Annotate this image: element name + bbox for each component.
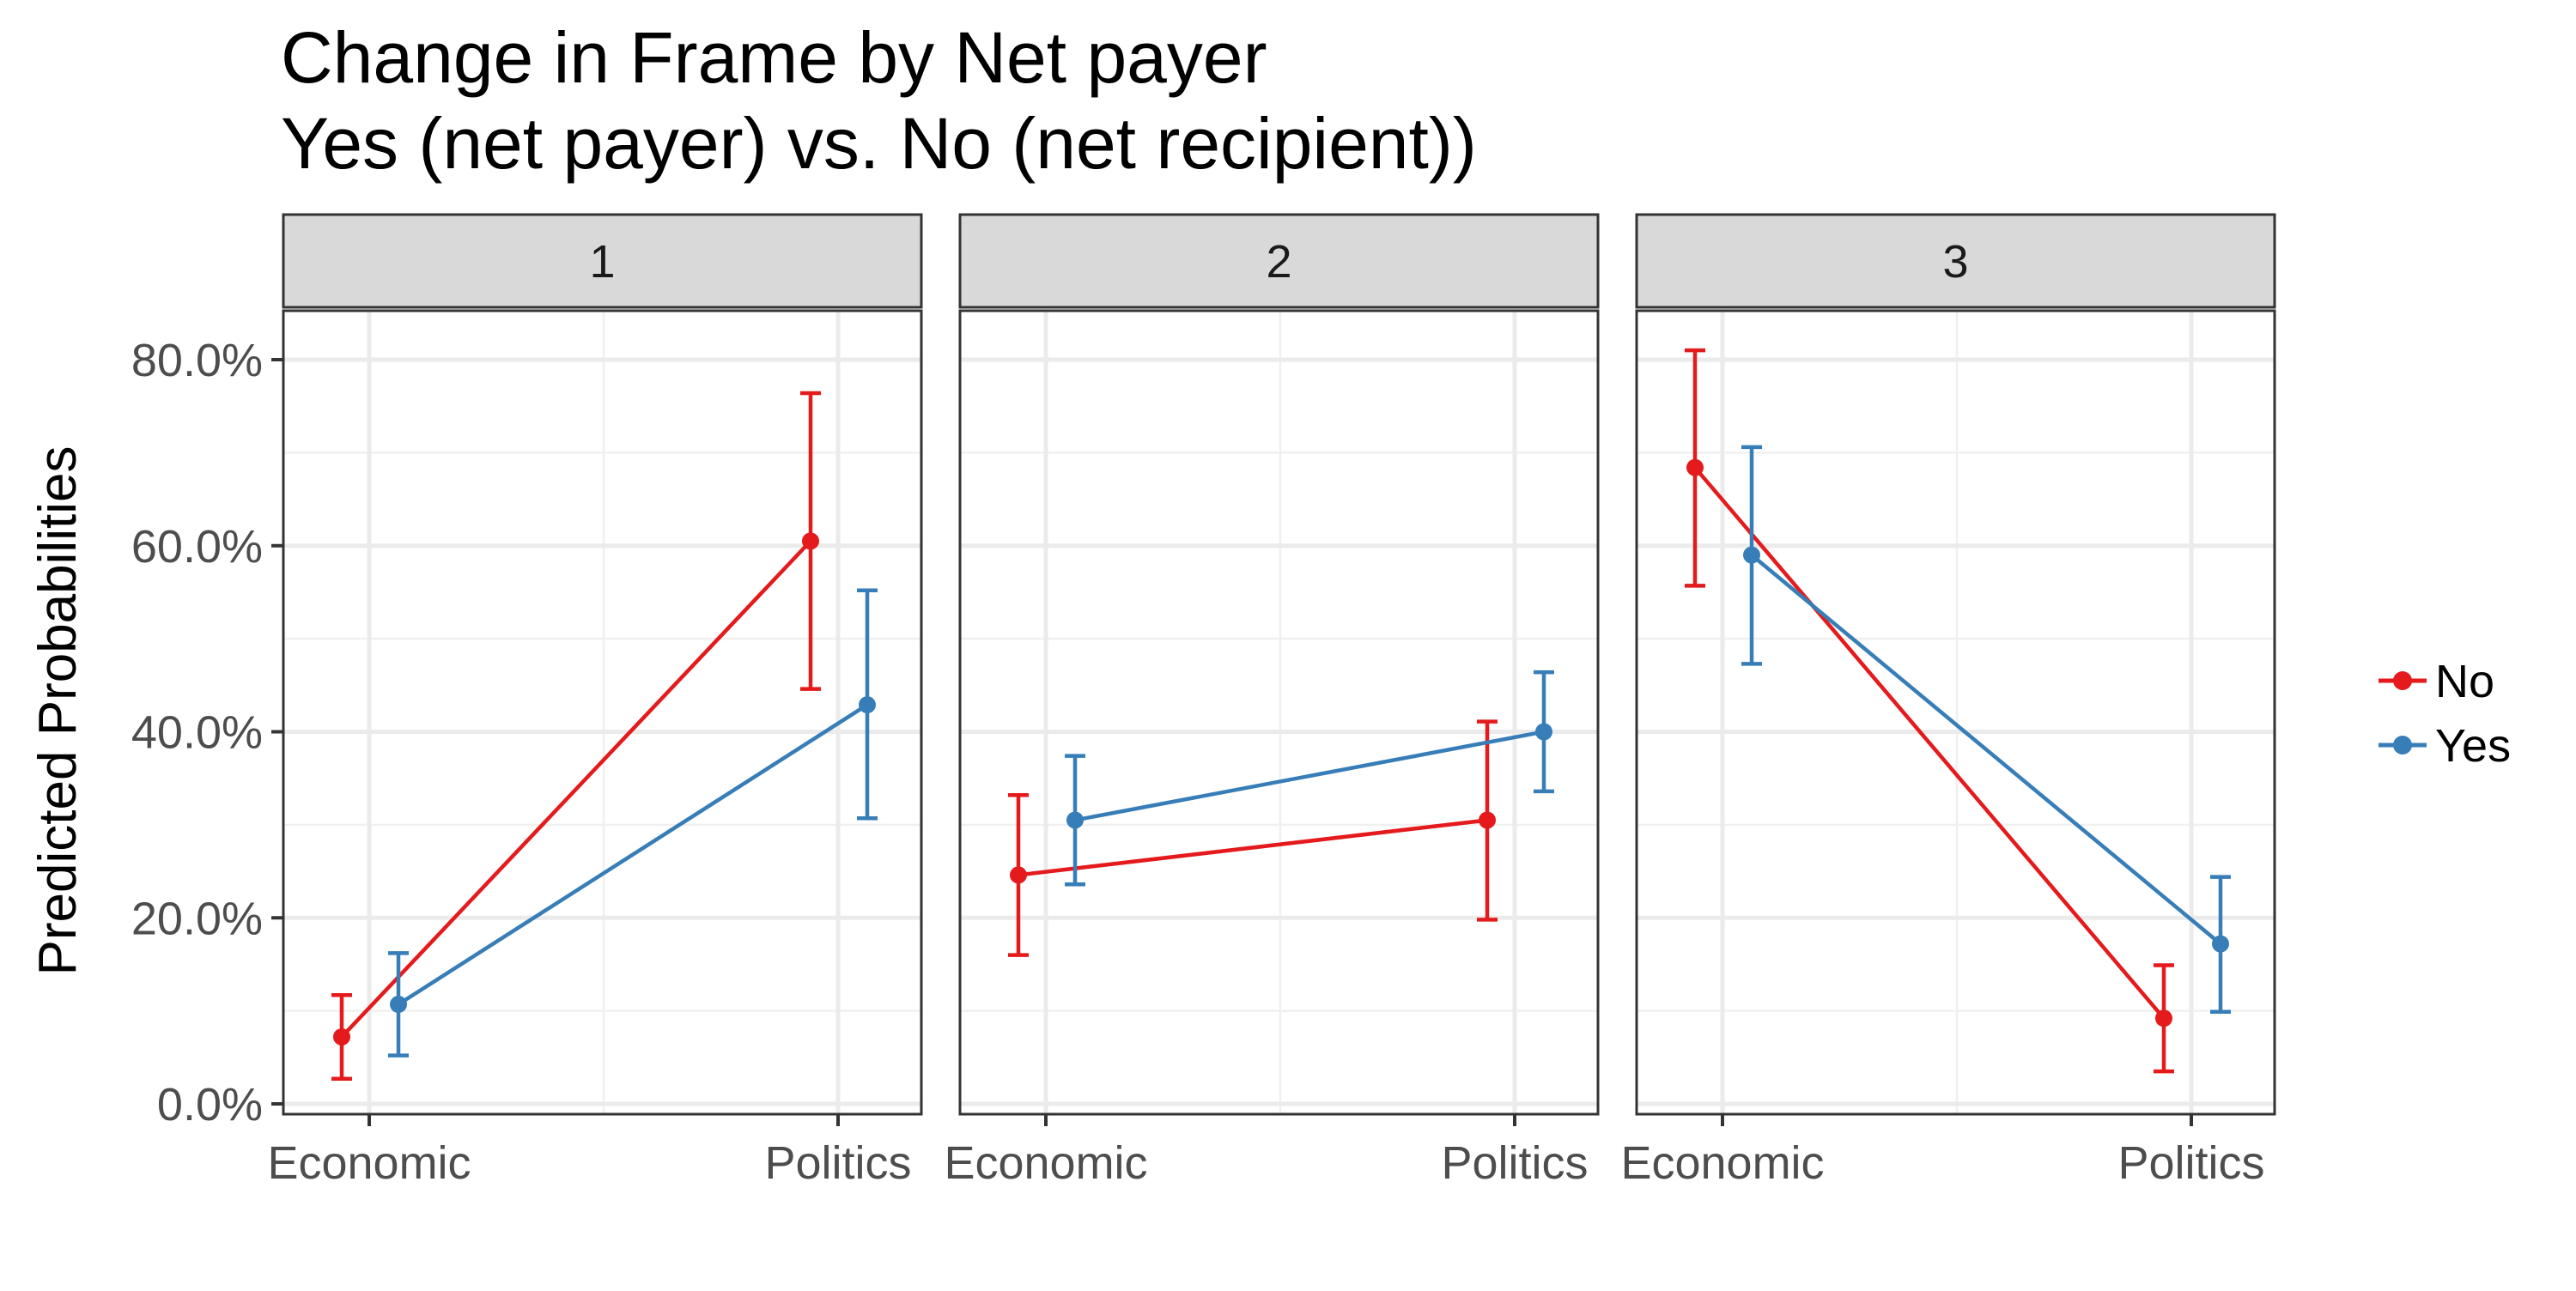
y-tick-label: 20.0% [131,893,263,944]
facet-strip-label: 2 [1266,236,1291,288]
data-point-yes [390,996,407,1014]
y-tick-label: 80.0% [131,335,263,386]
facet-strip [282,213,923,309]
y-tick-label: 40.0% [131,707,263,759]
panels-layer: 0.0% 20.0% 40.0% 60.0% 80.0% 1 Economic Politic… [131,213,2276,1189]
series-line-yes [397,703,869,1006]
panel-border [1635,309,2276,1116]
data-point-yes [1743,546,1760,564]
x-tick-label: Politics [1441,1137,1588,1189]
data-point-no [333,1027,350,1046]
data-point-yes [859,696,876,714]
legend-label: Yes [2435,720,2511,772]
facet-panel-1: 1 Economic Politics [267,213,923,1189]
series-line-no [1018,818,1488,877]
x-tick-label: Economic [1620,1137,1824,1189]
y-axis-label: Predicted Probabilities [28,446,88,976]
facet-strip [958,213,1600,309]
chart-title-line-2: Yes (net payer) vs. No (net recipient)) [281,103,1477,184]
panel-border [282,309,923,1116]
legend-label: No [2435,656,2494,707]
x-tick-label: Economic [944,1137,1147,1189]
x-tick-label: Economic [267,1137,471,1189]
panel-background [1637,311,2275,1114]
data-point-yes [1066,811,1084,829]
series-line-no [1693,466,2166,1020]
series-line-yes [1750,553,2222,946]
data-point-no [2155,1009,2172,1027]
x-tick-label: Politics [764,1137,911,1189]
panel-background [283,311,921,1114]
facet-strip-label: 3 [1942,236,1968,288]
data-point-no [1010,866,1027,884]
chart-title-line-1: Change in Frame by Net payer [281,17,1267,98]
legend-key-point [2393,671,2412,690]
legend-key-point [2393,736,2412,755]
facet-strip-label: 1 [589,236,615,288]
data-point-no [802,532,819,550]
data-point-no [1686,458,1704,476]
x-tick-label: Politics [2117,1137,2264,1189]
legend: No Yes [2379,656,2511,772]
facet-strip [1635,213,2276,309]
data-point-no [1479,811,1496,829]
facet-panel-3: 3 Economic Politics [1620,213,2276,1189]
series-line-no [340,539,812,1039]
y-tick-label: 60.0% [131,521,263,573]
data-point-yes [1535,723,1552,741]
panel-background [960,311,1598,1114]
series-line-yes [1074,730,1545,822]
data-point-yes [2212,935,2229,953]
panel-border [958,309,1600,1116]
y-tick-label: 0.0% [157,1079,263,1130]
facet-panel-2: 2 Economic Politics [944,213,1600,1189]
